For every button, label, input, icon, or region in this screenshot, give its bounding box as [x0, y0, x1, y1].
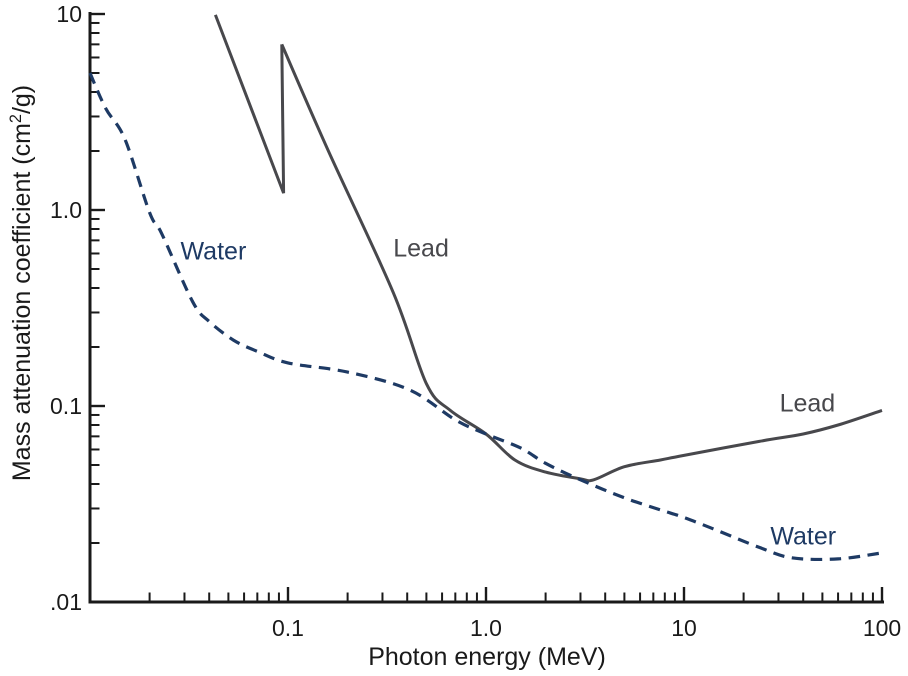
- x-tick-label-100: 100: [863, 615, 901, 641]
- y-tick-label-1.0: 1.0: [50, 197, 82, 223]
- x-tick-label-10: 10: [671, 615, 697, 641]
- y-tick-label-0.1: 0.1: [50, 393, 82, 419]
- x-tick-label-0.1: 0.1: [272, 615, 304, 641]
- y-tick-label-10: 10: [56, 1, 82, 27]
- x-axis-title: Photon energy (MeV): [368, 643, 606, 671]
- water-curve-label-right: Water: [770, 522, 837, 551]
- y-tick-label-.01: .01: [50, 589, 82, 615]
- y-axis-title: Mass attenuation coefficient (cm2/g): [7, 85, 37, 481]
- lead-curve: [213, 14, 286, 194]
- y-axis-title-text: Mass attenuation coefficient (cm: [8, 123, 37, 482]
- lead-curve-label-upper: Lead: [393, 234, 449, 263]
- x-tick-label-1.0: 1.0: [470, 615, 502, 641]
- lead-curve: [280, 43, 883, 483]
- y-axis-title-unit: /g): [8, 84, 37, 115]
- y-axis-title-superscript: 2: [6, 114, 25, 124]
- water-curve-label-left: Water: [180, 237, 247, 266]
- lead-curve-label-right: Lead: [779, 389, 836, 418]
- water-curve: [88, 72, 883, 562]
